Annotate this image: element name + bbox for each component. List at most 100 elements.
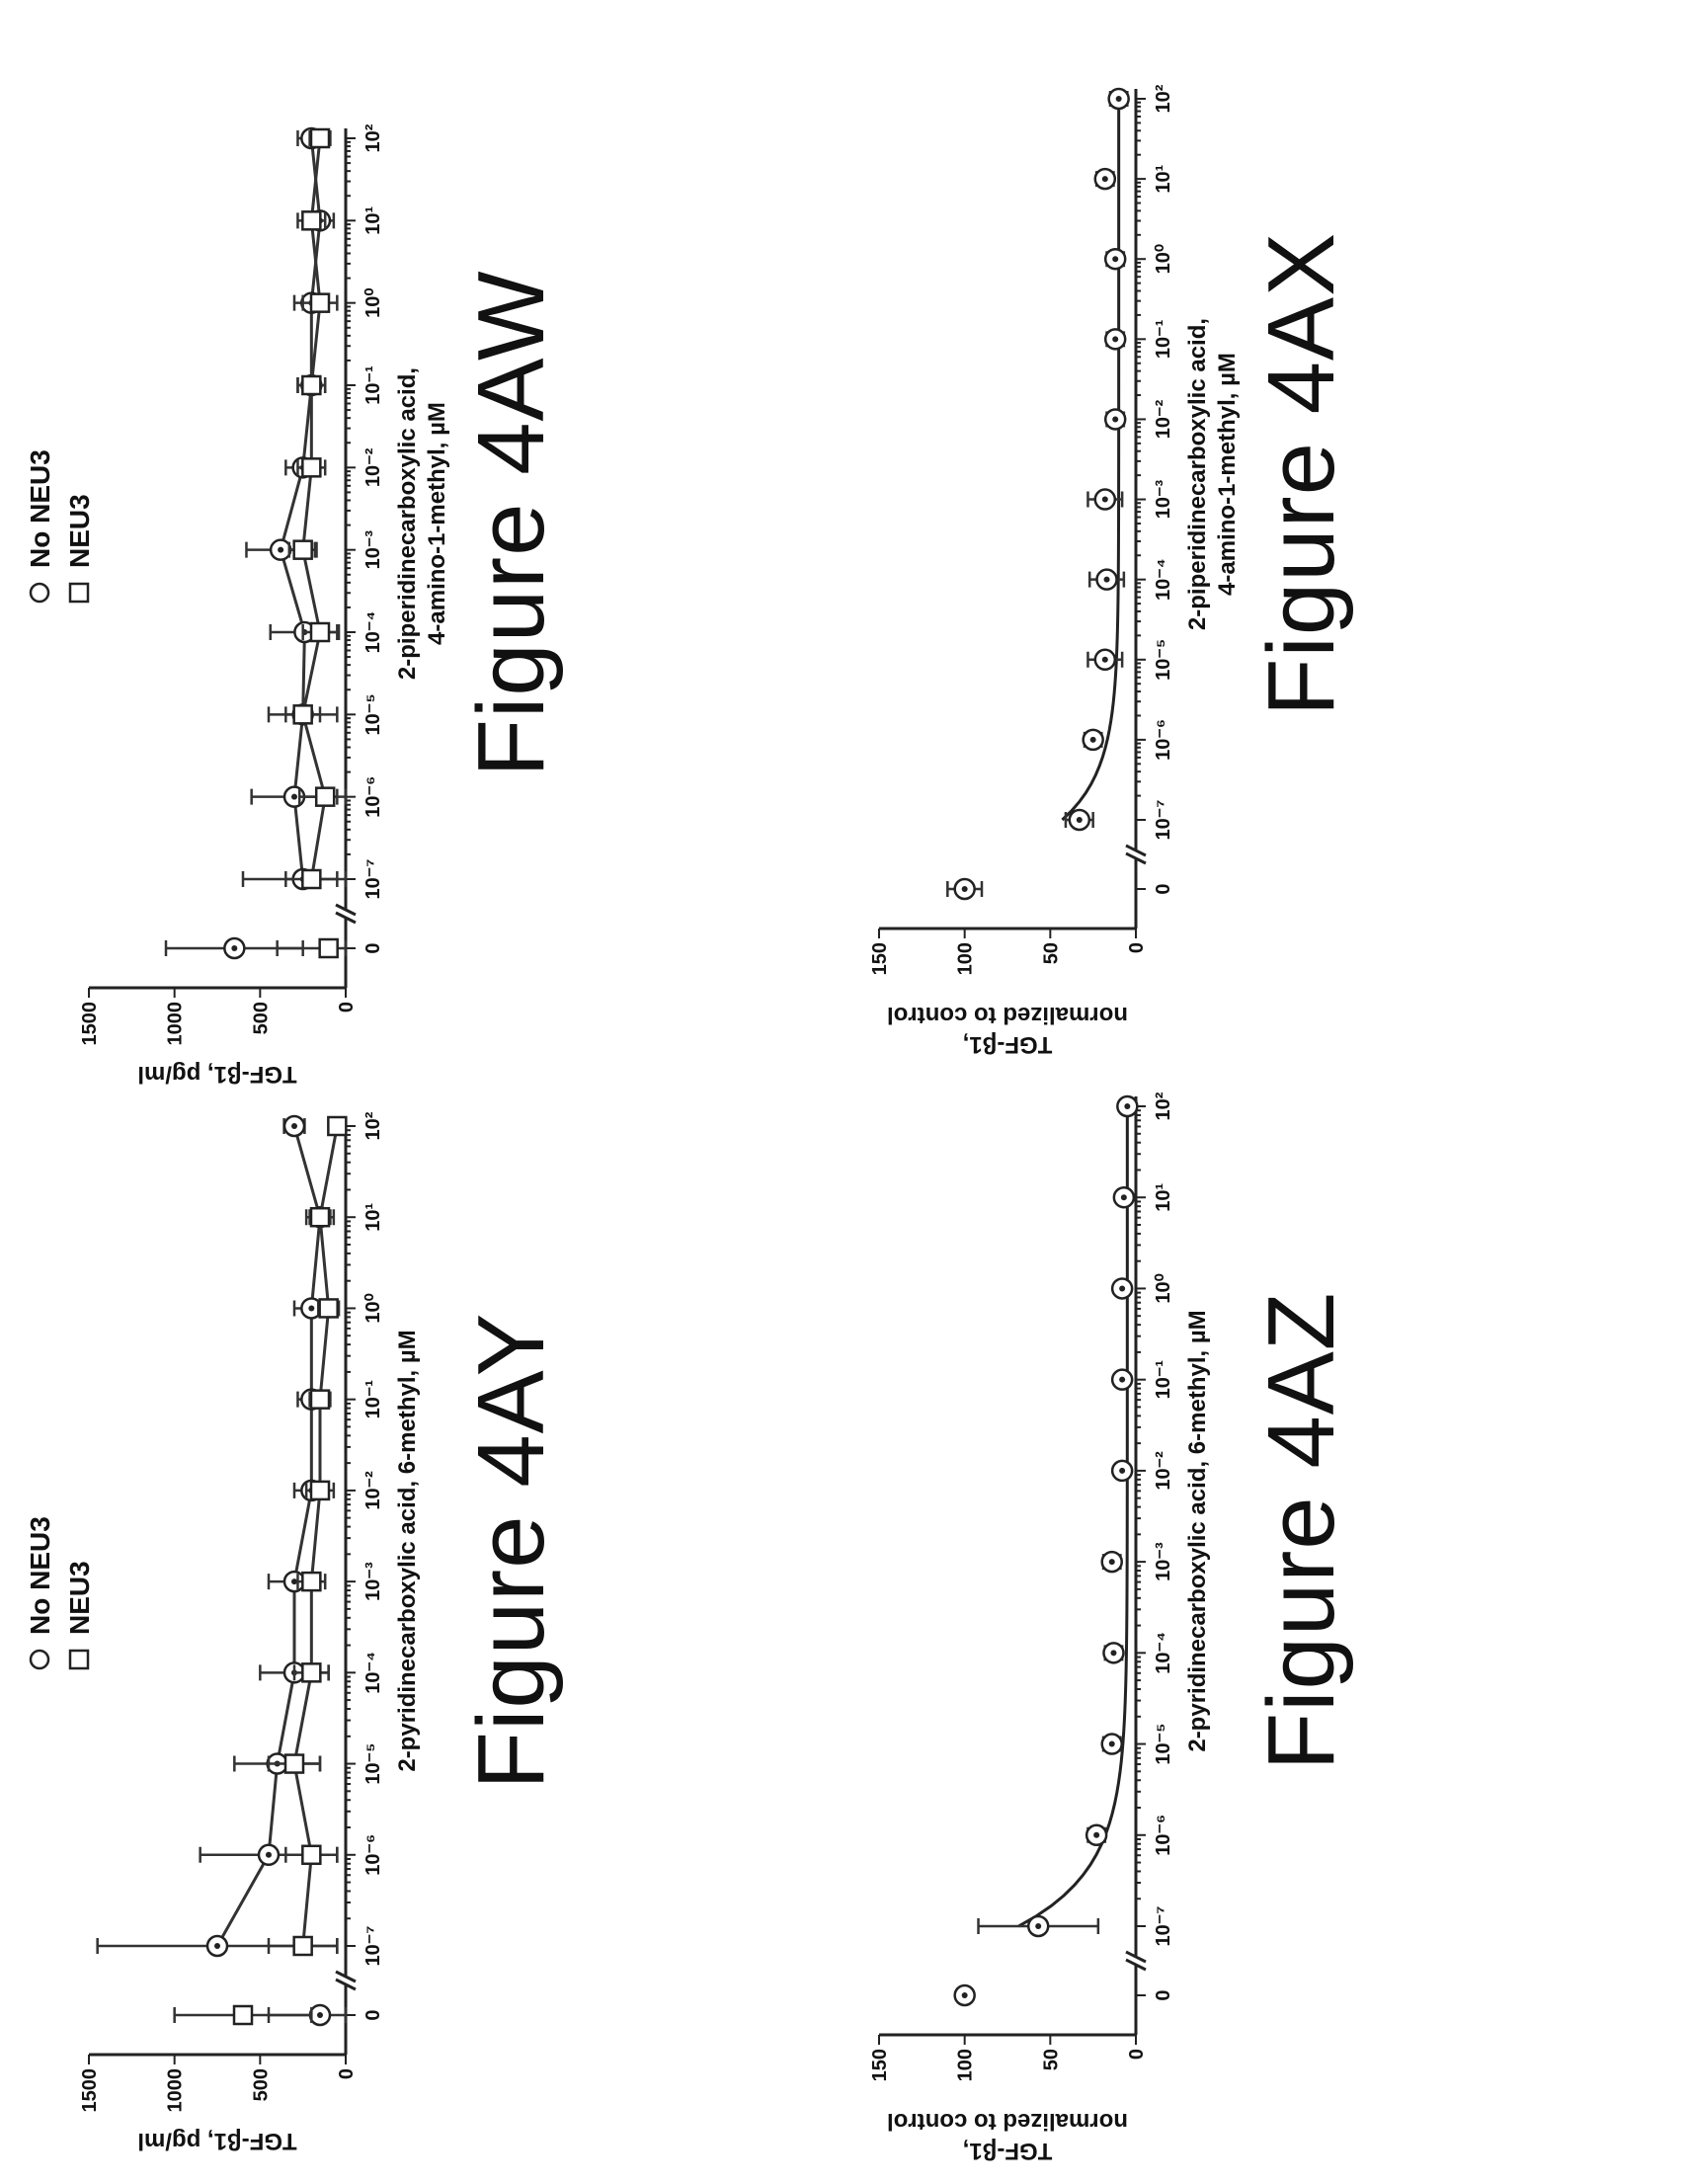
x-tick-label: 10⁻¹ xyxy=(1153,1360,1174,1400)
x-tick-label: 10⁻⁶ xyxy=(362,1834,384,1876)
data-point-center xyxy=(1110,1650,1117,1657)
y-tick-label: 150 xyxy=(869,942,891,975)
figure-caption: Figure 4AW xyxy=(458,270,564,776)
data-point-center xyxy=(1108,1740,1115,1747)
figure-4az: 0 50 100 150 0 10⁻⁷ 10⁻⁶ 10⁻⁵ 10⁻⁴ 10⁻³ 10⁻² 10⁻¹ 10… xyxy=(810,1047,1368,2164)
x-tick-label: 10⁻³ xyxy=(362,530,384,570)
data-point-center xyxy=(1103,576,1110,583)
data-point-center xyxy=(961,886,968,892)
y-tick-label: 1500 xyxy=(79,2068,101,2113)
x-tick-label: 10¹ xyxy=(1153,1182,1174,1211)
y-tick-label: 500 xyxy=(250,1002,272,1034)
data-point-square xyxy=(309,1480,331,1501)
x-tick-label: 10² xyxy=(1153,84,1174,113)
data-point-center xyxy=(1101,176,1108,183)
data-point-square xyxy=(301,1662,322,1683)
data-point-square xyxy=(309,292,331,313)
x-tick-label: 10⁻⁴ xyxy=(1153,1632,1174,1674)
data-point-square xyxy=(283,1753,305,1774)
figure-4ax: 0 50 100 150 0 10⁻⁷ 10⁻⁶ 10⁻⁵ 10⁻⁴ 10⁻³ 10⁻² 10⁻¹ 10… xyxy=(810,40,1368,1058)
x-tick-label: 10⁻⁷ xyxy=(362,858,384,899)
legend-label: NEU3 xyxy=(64,494,95,568)
figure-caption: Figure 4AZ xyxy=(1248,1292,1354,1771)
x-tick-label: 10⁻³ xyxy=(362,1562,384,1601)
data-point-center xyxy=(1112,336,1119,343)
data-point-square xyxy=(327,1115,348,1137)
x-tick-label: 10⁻⁴ xyxy=(1153,558,1174,601)
data-point-square xyxy=(309,127,331,149)
y-tick-label: 0 xyxy=(336,2068,358,2079)
data-point-center xyxy=(1101,656,1108,663)
legend-marker-circle xyxy=(29,1649,50,1670)
x-axis-title: 2-pyridinecarboxylic acid, 6-methyl, µM xyxy=(1184,1310,1211,1751)
data-point-center xyxy=(1124,1103,1131,1109)
x-tick-label: 10¹ xyxy=(1153,164,1174,193)
y-tick-label: 100 xyxy=(955,2049,977,2081)
legend-label: No NEU3 xyxy=(25,1516,55,1635)
legend-label: NEU3 xyxy=(64,1561,95,1635)
x-axis-title: 4-amino-1-methyl, µM xyxy=(424,402,450,645)
x-axis-title: 4-amino-1-methyl, µM xyxy=(1214,353,1241,596)
figure-4aw: 0 500 1000 1500 0 10⁻⁷ 10⁻⁶ 10⁻⁵ 10⁻⁴ 10⁻³ 10⁻² 10⁻… xyxy=(20,79,578,1106)
data-point-square xyxy=(318,937,339,959)
data-point-center xyxy=(1112,416,1119,423)
figure-caption: Figure 4AY xyxy=(458,1312,564,1789)
data-point-center xyxy=(1089,736,1096,743)
data-point-center xyxy=(1101,496,1108,503)
y-tick-label: 1500 xyxy=(79,1002,101,1046)
data-point-center xyxy=(1119,1467,1126,1474)
x-axis-title: 2-pyridinecarboxylic acid, 6-methyl, µM xyxy=(394,1330,421,1771)
x-tick-label: 10² xyxy=(362,1111,384,1140)
data-point-square xyxy=(301,868,322,890)
x-tick-label: 0 xyxy=(362,942,384,953)
x-axis-break xyxy=(335,1970,357,1991)
x-tick-label: 10⁻⁷ xyxy=(362,1925,384,1966)
legend-label: No NEU3 xyxy=(25,449,55,568)
data-point-square xyxy=(318,1298,339,1319)
data-point-center xyxy=(291,793,297,800)
y-axis-title: TGF-β1, xyxy=(963,2138,1053,2164)
x-tick-label: 10⁰ xyxy=(362,288,384,318)
y-axis-title: TGF-β1, pg/ml xyxy=(137,1061,296,1088)
data-point-center xyxy=(231,945,238,951)
x-tick-label: 10⁻² xyxy=(1153,1451,1174,1491)
y-tick-label: 150 xyxy=(869,2049,891,2081)
legend-marker-circle xyxy=(29,582,50,604)
y-axis-title: normalized to control xyxy=(887,2108,1128,2135)
data-point-center xyxy=(1035,1923,1042,1929)
x-axis-break xyxy=(1125,844,1147,865)
x-tick-label: 10⁻⁵ xyxy=(362,1742,384,1784)
series-line-no-neu3 xyxy=(215,1125,322,1947)
data-point-square xyxy=(301,374,322,396)
figure-caption: Figure 4AX xyxy=(1248,232,1354,716)
fit-curve xyxy=(1017,1106,1129,1928)
x-tick-label: 10⁰ xyxy=(362,1293,384,1323)
x-tick-label: 10⁻² xyxy=(1153,399,1174,439)
data-point-center xyxy=(961,1992,968,1998)
chart-4aw: 0 500 1000 1500 0 10⁻⁷ 10⁻⁶ 10⁻⁵ 10⁻⁴ 10⁻³ 10⁻² 10⁻… xyxy=(25,123,564,1088)
data-point-center xyxy=(1112,256,1119,263)
x-tick-label: 10⁻⁵ xyxy=(1153,639,1174,681)
data-point-square xyxy=(292,1935,313,1957)
y-tick-label: 0 xyxy=(1126,2049,1148,2060)
y-tick-label: 1000 xyxy=(165,2068,187,2113)
y-tick-label: 50 xyxy=(1040,942,1062,964)
x-axis-title: 2-piperidinecarboxylic acid, xyxy=(1184,318,1211,630)
y-tick-label: 0 xyxy=(1126,942,1148,953)
data-point-center xyxy=(1119,1285,1126,1292)
y-tick-label: 500 xyxy=(250,2068,272,2101)
x-tick-label: 0 xyxy=(1153,883,1174,894)
data-point-center xyxy=(266,1851,272,1858)
y-axis-title: TGF-β1, pg/ml xyxy=(137,2128,296,2154)
data-point-square xyxy=(292,704,313,725)
data-point-square xyxy=(309,621,331,643)
chart-4ax: 0 50 100 150 0 10⁻⁷ 10⁻⁶ 10⁻⁵ 10⁻⁴ 10⁻³ 10⁻² 10⁻¹ 10… xyxy=(869,84,1354,1058)
legend-marker-square xyxy=(68,1649,90,1670)
x-tick-label: 10⁻⁵ xyxy=(362,693,384,735)
x-tick-label: 10⁻² xyxy=(362,447,384,487)
series-line-neu3 xyxy=(301,137,327,880)
data-point-square xyxy=(309,1389,331,1410)
x-tick-label: 10⁻¹ xyxy=(362,365,384,405)
x-tick-label: 0 xyxy=(362,2009,384,2020)
